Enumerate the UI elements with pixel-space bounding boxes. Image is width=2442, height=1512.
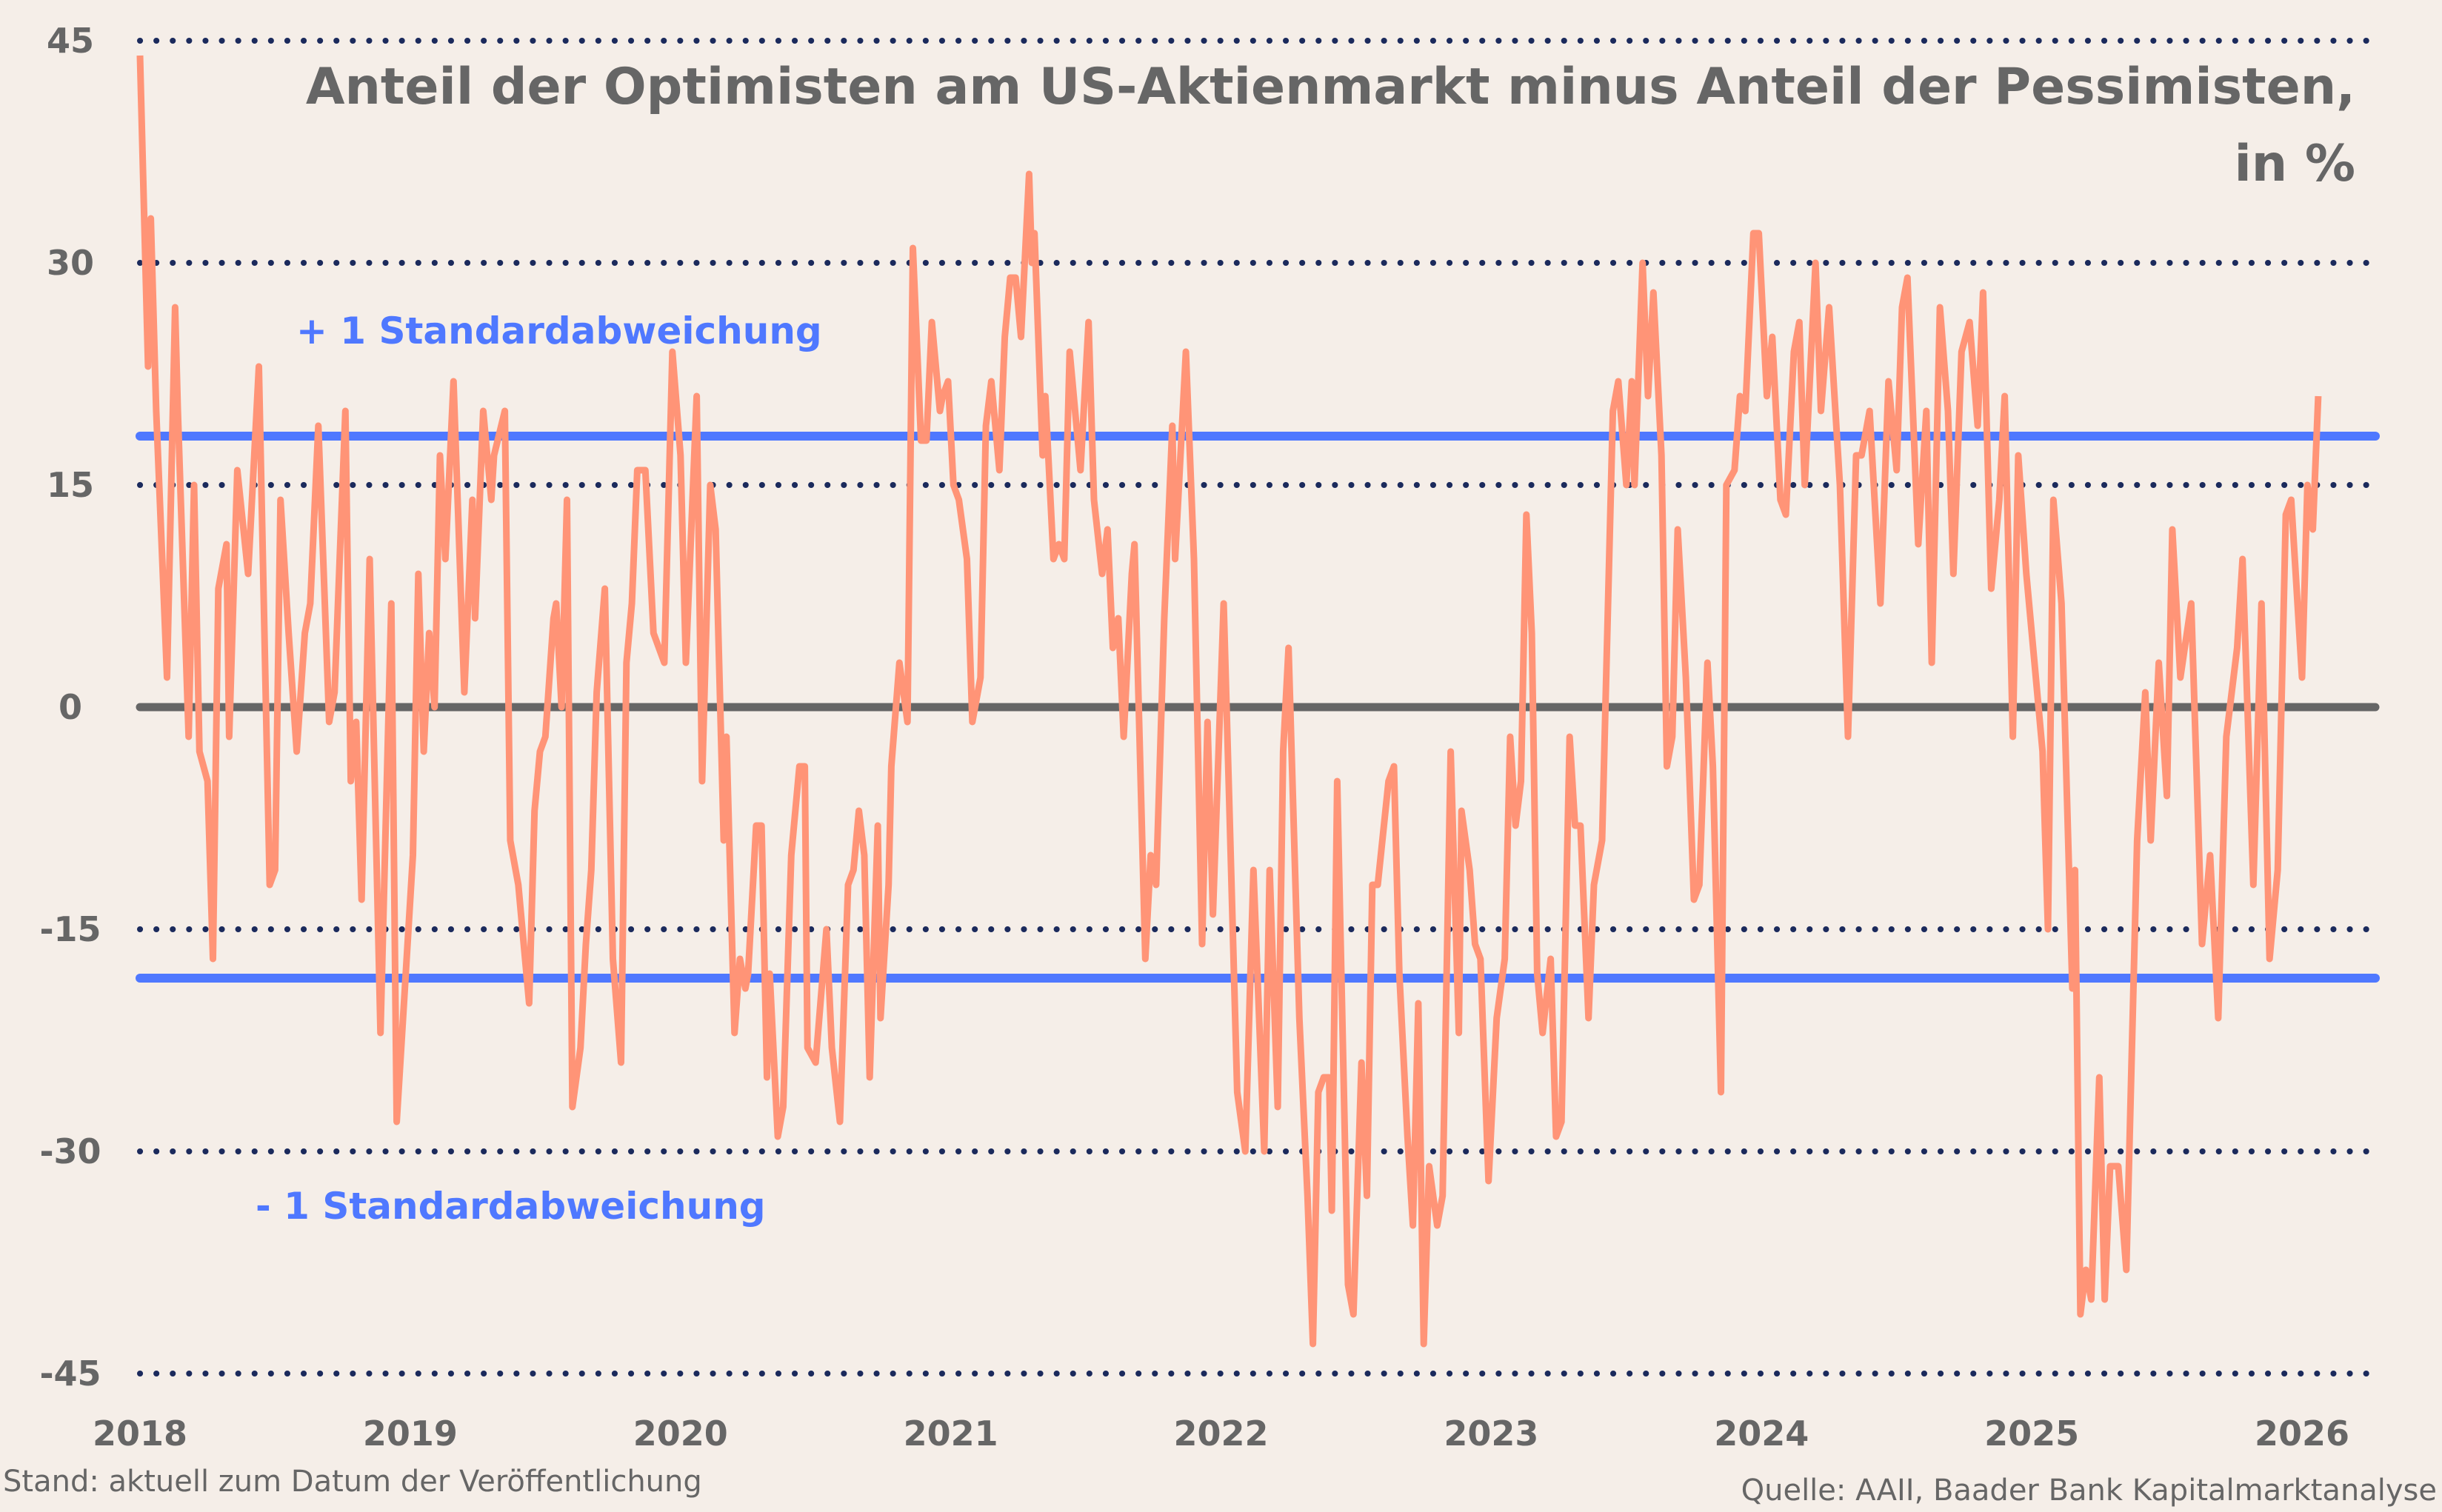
x-tick-label: 2018 — [93, 1414, 187, 1454]
x-tick-label: 2024 — [1714, 1414, 1809, 1454]
x-tick-label: 2019 — [363, 1414, 458, 1454]
series-layer — [136, 55, 2322, 1348]
sentiment-line — [136, 55, 2322, 1348]
y-tick-label: 45 — [47, 21, 94, 61]
x-axis-ticks: 2018 2019 2020 2021 2022 2023 2024 2025 2026 — [93, 1414, 2349, 1454]
chart-title-line2: in % — [2234, 135, 2355, 193]
y-tick-label: 0 — [59, 687, 82, 727]
x-tick-label: 2022 — [1173, 1414, 1268, 1454]
y-tick-label: 30 — [47, 243, 94, 283]
footer-source: Quelle: AAII, Baader Bank Kapitalmarktan… — [1741, 1473, 2437, 1508]
plus-std-label: + 1 Standardabweichung — [296, 310, 822, 352]
minus-std-label: - 1 Standardabweichung — [256, 1185, 766, 1228]
x-tick-label: 2021 — [904, 1414, 998, 1454]
y-tick-label: -30 — [39, 1131, 101, 1171]
x-tick-label: 2025 — [1984, 1414, 2079, 1454]
x-tick-label: 2020 — [633, 1414, 728, 1454]
y-tick-label: -15 — [39, 909, 101, 949]
chart-title-line1: Anteil der Optimisten am US-Aktienmarkt … — [306, 58, 2355, 116]
y-tick-label: 15 — [47, 465, 94, 505]
x-tick-label: 2026 — [2255, 1414, 2349, 1454]
x-tick-label: 2023 — [1444, 1414, 1538, 1454]
y-tick-label: -45 — [39, 1354, 101, 1394]
y-axis-ticks: 45 30 15 0 -15 -30 -45 — [39, 21, 101, 1394]
footer-left-note: Stand: aktuell zum Datum der Veröffentli… — [3, 1465, 702, 1499]
